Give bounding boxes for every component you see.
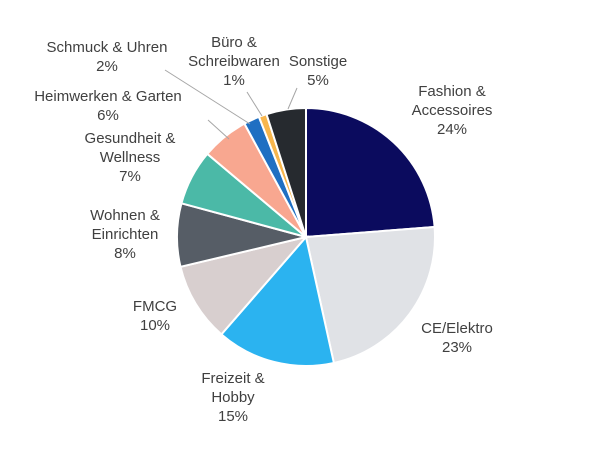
slice-value-label: 6% bbox=[97, 107, 119, 124]
slice-value-label: 10% bbox=[140, 317, 170, 334]
slice-label: Freizeit & Hobby 15% bbox=[201, 370, 264, 425]
slice-value-label: 5% bbox=[307, 72, 329, 89]
slice-label: Büro & Schreibwaren 1% bbox=[188, 34, 280, 89]
leader-line bbox=[287, 87, 298, 110]
slice-label: CE/Elektro 23% bbox=[421, 320, 493, 356]
slice-name-line: Schreibwaren bbox=[188, 53, 280, 70]
slice-label: Fashion & Accessoires 24% bbox=[412, 83, 493, 138]
slice-name-line: Accessoires bbox=[412, 102, 493, 119]
slice-value-label: 15% bbox=[218, 408, 248, 425]
slice-label: Sonstige 5% bbox=[289, 53, 347, 89]
pie-slice-sonstige bbox=[265, 106, 307, 238]
slice-label: FMCG 10% bbox=[133, 298, 177, 334]
leader-lines bbox=[164, 69, 298, 140]
slice-label: Gesundheit & Wellness 7% bbox=[85, 130, 176, 185]
slice-name-line: CE/Elektro bbox=[421, 320, 493, 337]
slice-label: Heimwerken & Garten 6% bbox=[34, 88, 182, 124]
slice-value-label: 8% bbox=[114, 245, 136, 262]
pie-slice-freizeit-hobby bbox=[219, 234, 336, 367]
slice-name-line: Wohnen & bbox=[90, 207, 160, 224]
slice-name-line: Büro & bbox=[211, 34, 257, 51]
slice-labels: Fashion & Accessoires 24% CE/Elektro 23% Frei… bbox=[34, 34, 493, 425]
slice-name-line: Heimwerken & Garten bbox=[34, 88, 182, 105]
leader-line bbox=[164, 69, 251, 125]
pie-slice-fmcg bbox=[179, 235, 309, 336]
leader-line bbox=[207, 119, 230, 140]
pie-slice-ce-elektro bbox=[304, 225, 436, 365]
slice-value-label: 23% bbox=[442, 339, 472, 356]
slice-name-line: Wellness bbox=[100, 149, 161, 166]
pie-slice-fashion-accessoires bbox=[305, 106, 436, 239]
slice-value-label: 7% bbox=[119, 168, 141, 185]
slice-label: Wohnen & Einrichten 8% bbox=[90, 207, 160, 262]
slice-name-line: Fashion & bbox=[418, 83, 486, 100]
slice-value-label: 2% bbox=[96, 58, 118, 75]
slice-name-line: Schmuck & Uhren bbox=[47, 39, 168, 56]
leader-line bbox=[246, 91, 263, 117]
slice-name-line: Hobby bbox=[211, 389, 255, 406]
slice-name-line: Freizeit & bbox=[201, 370, 264, 387]
slice-name-line: Sonstige bbox=[289, 53, 347, 70]
slice-value-label: 1% bbox=[223, 72, 245, 89]
slice-value-label: 24% bbox=[437, 121, 467, 138]
slice-name-line: Einrichten bbox=[92, 226, 159, 243]
slice-name-line: Gesundheit & bbox=[85, 130, 176, 147]
slice-label: Schmuck & Uhren 2% bbox=[47, 39, 168, 75]
pie-slices bbox=[176, 106, 436, 367]
slice-name-line: FMCG bbox=[133, 298, 177, 315]
